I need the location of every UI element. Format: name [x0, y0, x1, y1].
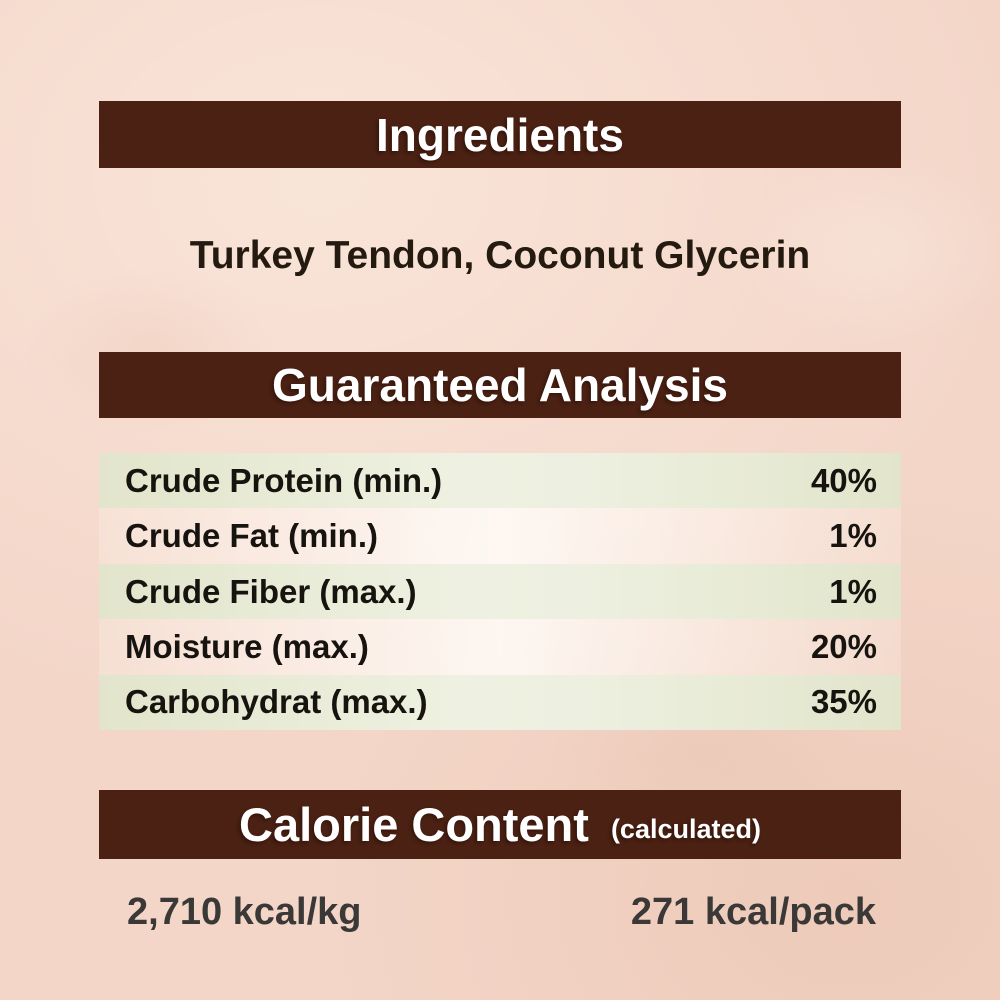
calorie-content-title: Calorie Content [239, 798, 589, 851]
calorie-content-subtitle: (calculated) [610, 814, 761, 844]
guaranteed-analysis-table: Crude Protein (min.) 40% Crude Fat (min.… [99, 453, 901, 731]
row-label: Crude Fiber (max.) [125, 572, 417, 610]
calorie-values-row: 2,710 kcal/kg 271 kcal/pack [99, 885, 901, 940]
row-value: 1% [829, 517, 877, 555]
kcal-per-pack: 271 kcal/pack [630, 891, 876, 933]
row-label: Carbohydrat (max.) [125, 683, 428, 721]
kcal-per-kg: 2,710 kcal/kg [127, 891, 362, 933]
row-value: 1% [829, 572, 877, 610]
row-value: 35% [810, 683, 877, 721]
ingredients-title: Ingredients [376, 108, 624, 161]
ingredients-list: Turkey Tendon, Coconut Glycerin [189, 234, 811, 277]
row-label: Moisture (max.) [125, 627, 369, 665]
table-row: Carbohydrat (max.) 35% [99, 674, 901, 731]
table-row: Crude Fiber (max.) 1% [99, 563, 901, 620]
row-value: 20% [810, 627, 877, 665]
guaranteed-analysis-title: Guaranteed Analysis [272, 359, 728, 411]
row-label: Crude Protein (min.) [125, 461, 443, 499]
row-value: 40% [810, 461, 877, 499]
ingredients-header-bar: Ingredients [99, 101, 901, 168]
table-row: Moisture (max.) 20% [99, 619, 901, 675]
row-label: Crude Fat (min.) [125, 517, 378, 555]
calorie-content-header-bar: Calorie Content (calculated) [99, 790, 901, 859]
table-row: Crude Fat (min.) 1% [99, 508, 901, 564]
table-row: Crude Protein (min.) 40% [99, 453, 901, 509]
guaranteed-analysis-header-bar: Guaranteed Analysis [99, 352, 901, 418]
